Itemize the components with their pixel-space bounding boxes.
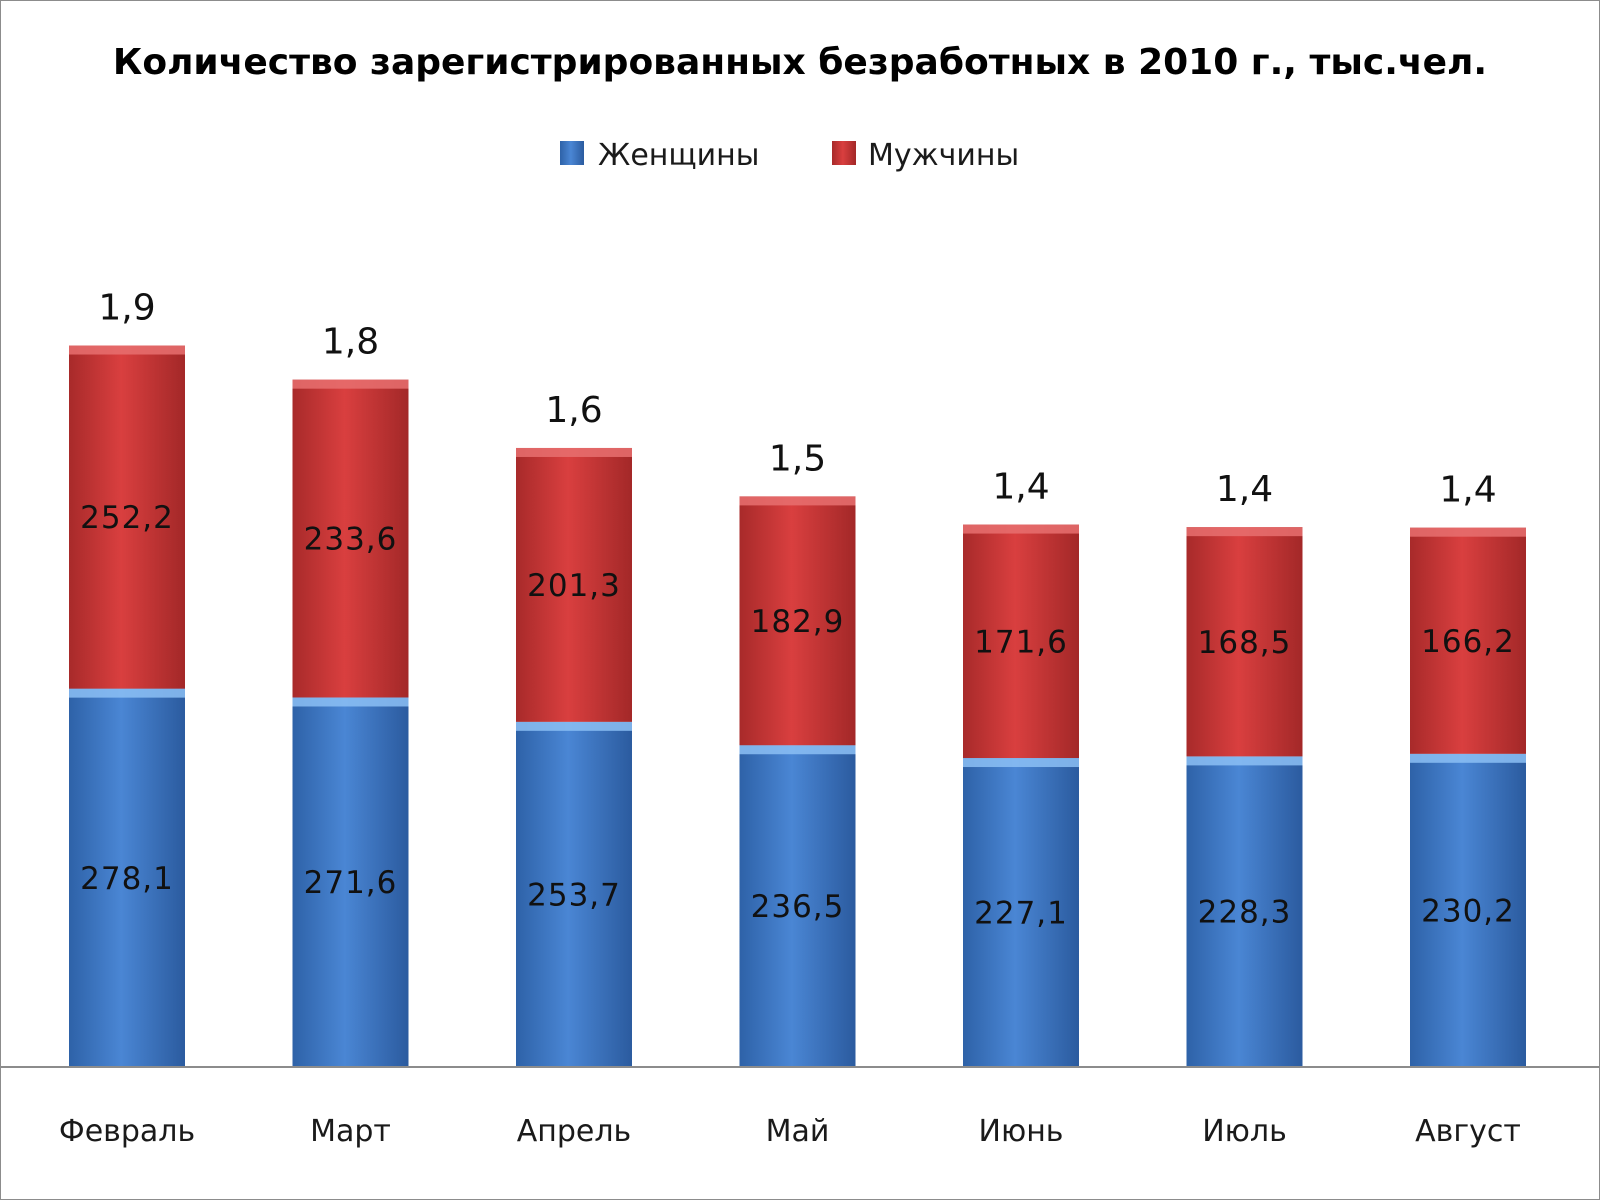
bar-highlight-men-5 xyxy=(963,524,1079,534)
bar-women-6 xyxy=(1186,756,1303,1067)
total-label-1: 1,9 xyxy=(98,288,155,329)
legend-label-men: Мужчины xyxy=(868,138,1019,173)
total-label-2: 1,8 xyxy=(322,322,379,363)
chart-title: Количество зарегистрированных безработны… xyxy=(113,42,1487,83)
bar-highlight-men-1 xyxy=(69,345,185,355)
bar-women-7 xyxy=(1410,753,1526,1067)
bar-highlight-women-2 xyxy=(292,697,409,707)
value-label-women-1: 278,1 xyxy=(80,861,174,897)
value-label-women-4: 236,5 xyxy=(751,889,845,925)
bar-women-1 xyxy=(69,688,185,1067)
category-label-5: Июнь xyxy=(979,1114,1064,1149)
total-label-6: 1,4 xyxy=(1216,469,1273,510)
value-label-women-3: 253,7 xyxy=(527,877,621,913)
value-label-men-2: 233,6 xyxy=(304,522,398,558)
bar-men-3 xyxy=(516,447,632,722)
value-label-men-7: 166,2 xyxy=(1421,624,1515,660)
labels-layer: 278,1 252,2 1,9 Февраль 271,6 233,6 1,8 Март 253… xyxy=(59,288,1521,1149)
bar-highlight-men-4 xyxy=(739,496,856,506)
legend-label-women: Женщины xyxy=(598,138,759,173)
bar-highlight-women-3 xyxy=(516,721,632,731)
bar-women-2 xyxy=(292,697,409,1067)
bar-highlight-women-4 xyxy=(739,745,856,755)
bar-highlight-men-2 xyxy=(292,379,409,389)
bar-women-3 xyxy=(516,721,632,1067)
bar-highlight-men-7 xyxy=(1410,527,1526,537)
bar-men-5 xyxy=(963,524,1079,759)
bar-men-6 xyxy=(1186,527,1303,757)
total-label-4: 1,5 xyxy=(769,438,826,479)
bar-highlight-men-3 xyxy=(516,447,632,457)
category-label-1: Февраль xyxy=(59,1114,195,1149)
total-label-3: 1,6 xyxy=(545,390,602,431)
value-label-women-5: 227,1 xyxy=(974,896,1068,932)
bar-men-7 xyxy=(1410,527,1526,754)
value-label-men-3: 201,3 xyxy=(527,568,621,604)
total-label-5: 1,4 xyxy=(992,467,1049,508)
bar-highlight-women-6 xyxy=(1186,756,1303,766)
category-label-4: Май xyxy=(766,1114,830,1149)
category-label-3: Апрель xyxy=(517,1114,632,1149)
bar-highlight-women-5 xyxy=(963,758,1079,768)
total-label-7: 1,4 xyxy=(1439,470,1496,511)
bar-men-1 xyxy=(69,345,185,689)
value-label-men-6: 168,5 xyxy=(1198,625,1292,661)
legend: Женщины Мужчины xyxy=(560,138,1019,173)
bar-women-4 xyxy=(739,745,856,1067)
value-label-women-6: 228,3 xyxy=(1198,895,1292,931)
value-label-men-5: 171,6 xyxy=(974,624,1068,660)
value-label-men-4: 182,9 xyxy=(751,604,845,640)
bar-men-2 xyxy=(292,379,409,698)
value-label-women-2: 271,6 xyxy=(304,865,398,901)
value-label-men-1: 252,2 xyxy=(80,500,174,536)
category-label-7: Август xyxy=(1415,1114,1521,1149)
legend-swatch-women xyxy=(560,141,584,165)
bars-layer xyxy=(69,345,1526,1067)
bar-highlight-women-1 xyxy=(69,688,185,698)
category-label-2: Март xyxy=(310,1114,391,1149)
category-label-6: Июль xyxy=(1202,1114,1287,1149)
value-label-women-7: 230,2 xyxy=(1421,893,1515,929)
bar-women-5 xyxy=(963,758,1079,1067)
bar-highlight-men-6 xyxy=(1186,527,1303,537)
bar-men-4 xyxy=(739,496,856,746)
bar-highlight-women-7 xyxy=(1410,753,1526,763)
legend-swatch-men xyxy=(832,141,856,165)
